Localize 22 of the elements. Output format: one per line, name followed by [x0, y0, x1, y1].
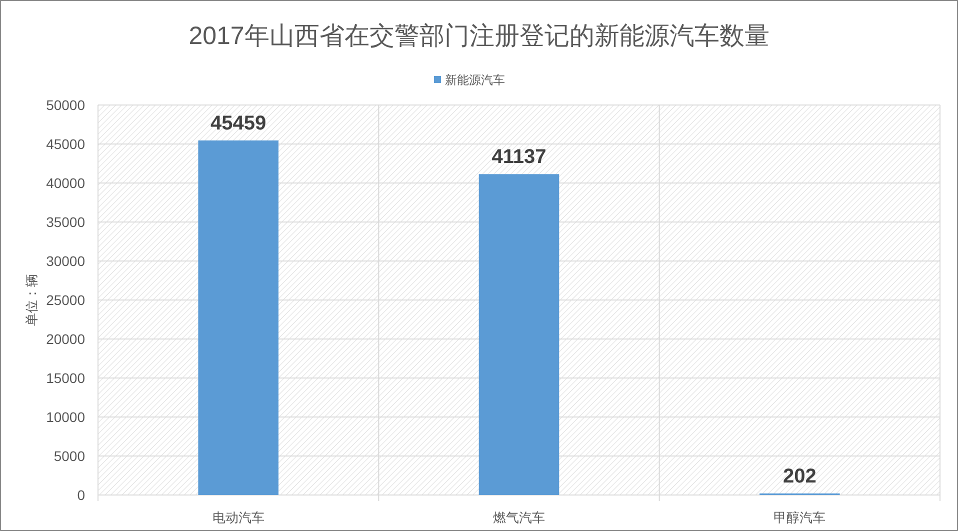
y-tick-label: 5000 [54, 448, 86, 464]
y-tick-label: 25000 [46, 292, 86, 308]
bar [198, 140, 278, 495]
x-tick-label: 甲醇汽车 [774, 510, 826, 525]
y-tick-label: 45000 [46, 136, 86, 152]
y-tick-label: 35000 [46, 214, 86, 230]
bar [478, 174, 560, 495]
data-label: 45459 [210, 112, 266, 134]
y-tick-label: 50000 [46, 97, 86, 113]
data-label: 202 [782, 465, 816, 488]
y-tick-label: 20000 [46, 331, 86, 347]
y-tick-label: 40000 [46, 175, 86, 191]
y-tick-label: 30000 [46, 253, 86, 269]
legend-label: 新能源汽车 [445, 73, 505, 87]
y-tick-label: 0 [77, 487, 86, 503]
y-axis-title: 单位：辆 [24, 274, 39, 326]
chart-title: 2017年山西省在交警部门注册登记的新能源汽车数量 [188, 22, 770, 50]
y-tick-label: 10000 [46, 409, 86, 425]
x-tick-label: 电动汽车 [212, 510, 264, 525]
data-label: 41137 [492, 146, 546, 168]
y-tick-label: 15000 [46, 370, 86, 386]
x-tick-label: 燃气汽车 [493, 510, 545, 525]
